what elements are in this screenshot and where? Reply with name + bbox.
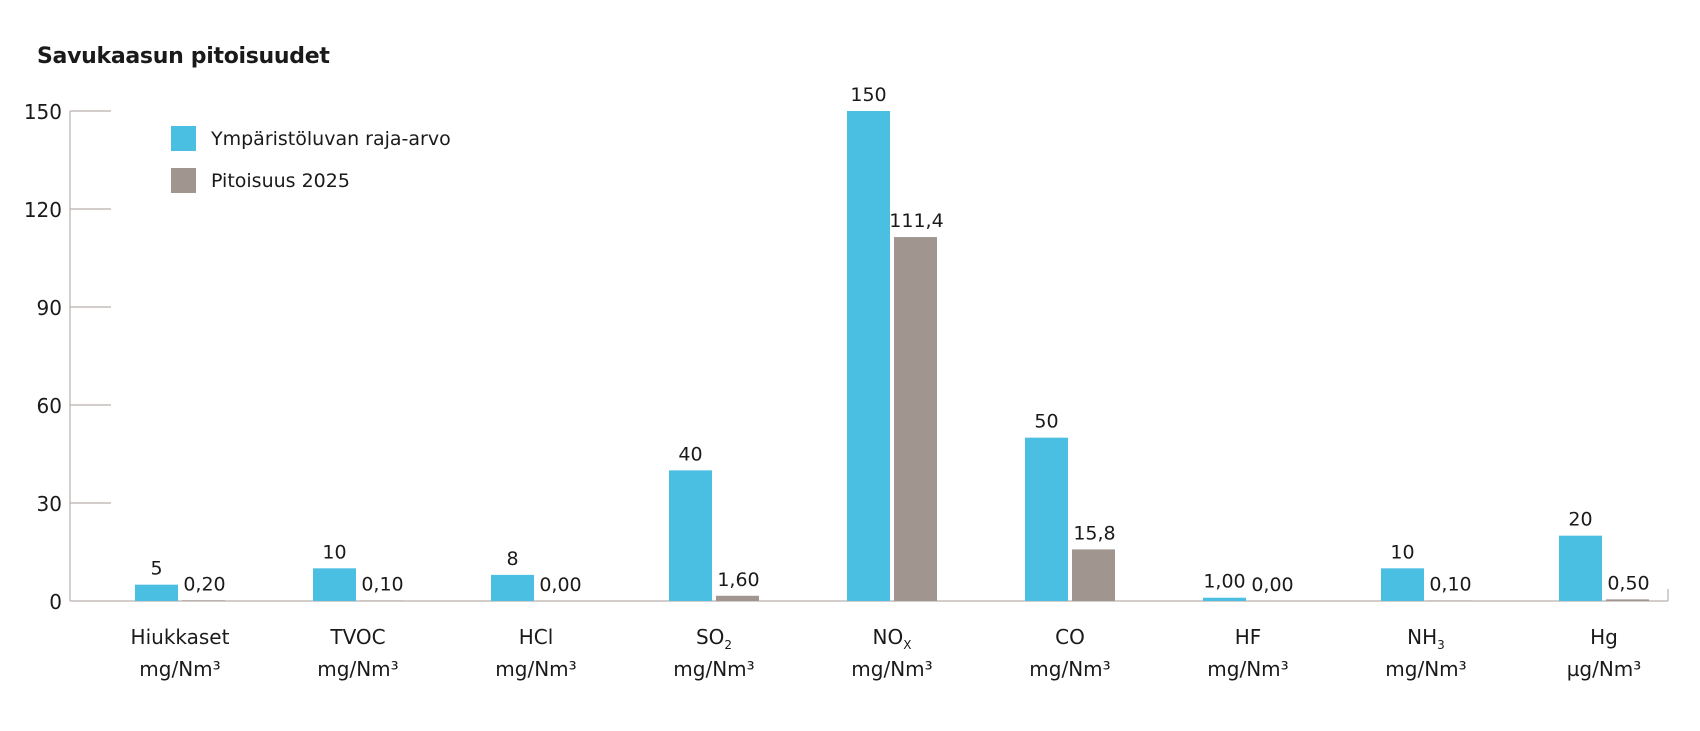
bar-pitoisuus <box>1606 599 1649 601</box>
category-label: Hg <box>1590 625 1618 649</box>
value-label-raja-arvo: 5 <box>150 558 162 580</box>
category-label: CO <box>1055 625 1085 649</box>
value-label-pitoisuus: 0,50 <box>1607 572 1649 594</box>
value-label-raja-arvo: 20 <box>1568 509 1592 531</box>
value-label-raja-arvo: 50 <box>1034 411 1058 433</box>
category-label: Hiukkaset <box>131 625 230 649</box>
category-subscript: 2 <box>724 638 732 652</box>
value-label-raja-arvo: 8 <box>506 548 518 570</box>
category-unit-label: mg/Nm³ <box>673 657 754 681</box>
legend-label: Pitoisuus 2025 <box>211 170 350 192</box>
value-label-pitoisuus: 1,60 <box>717 569 759 591</box>
bar-raja-arvo <box>669 470 712 601</box>
bar-pitoisuus <box>182 600 225 601</box>
category-subscript: 3 <box>1437 638 1445 652</box>
bar-raja-arvo <box>1025 437 1068 601</box>
value-label-raja-arvo: 10 <box>322 541 346 563</box>
y-tick-label: 30 <box>37 492 62 516</box>
bar-raja-arvo <box>491 574 534 601</box>
value-label-pitoisuus: 0,10 <box>1429 574 1471 596</box>
bar-raja-arvo <box>1559 535 1602 601</box>
bar-raja-arvo <box>1381 568 1424 601</box>
category-subscript: X <box>903 638 911 652</box>
category-unit-label: mg/Nm³ <box>1029 657 1110 681</box>
legend-label: Ympäristöluvan raja-arvo <box>210 128 451 150</box>
value-label-pitoisuus: 0,20 <box>183 573 225 595</box>
value-label-pitoisuus: 111,4 <box>889 210 943 232</box>
category-label: HCl <box>519 625 554 649</box>
category-unit-label: mg/Nm³ <box>1385 657 1466 681</box>
category-unit-label: mg/Nm³ <box>139 657 220 681</box>
chart-title: Savukaasun pitoisuudet <box>37 44 330 69</box>
bar-pitoisuus <box>894 237 937 602</box>
category-label: SO2 <box>696 625 732 652</box>
y-tick-label: 120 <box>24 198 62 222</box>
category-unit-label: mg/Nm³ <box>1207 657 1288 681</box>
value-label-pitoisuus: 15,8 <box>1073 522 1115 544</box>
value-label-pitoisuus: 0,00 <box>1251 574 1293 596</box>
value-label-raja-arvo: 10 <box>1390 541 1414 563</box>
category-label: NOX <box>873 625 912 652</box>
value-label-raja-arvo: 150 <box>850 84 886 106</box>
value-label-raja-arvo: 40 <box>678 443 702 465</box>
category-unit-label: mg/Nm³ <box>317 657 398 681</box>
category-label: NH3 <box>1407 625 1445 652</box>
bar-raja-arvo <box>1203 597 1246 601</box>
category-label: TVOC <box>329 625 385 649</box>
category-unit-label: mg/Nm³ <box>851 657 932 681</box>
bar-raja-arvo <box>135 584 178 601</box>
bar-raja-arvo <box>313 568 356 601</box>
y-tick-label: 0 <box>49 590 62 614</box>
category-unit-label: µg/Nm³ <box>1567 657 1642 681</box>
category-unit-label: mg/Nm³ <box>495 657 576 681</box>
value-label-pitoisuus: 0,00 <box>539 574 581 596</box>
value-label-pitoisuus: 0,10 <box>361 574 403 596</box>
bar-raja-arvo <box>847 111 890 601</box>
y-tick-label: 150 <box>24 100 62 124</box>
legend-swatch <box>171 168 196 193</box>
legend-swatch <box>171 126 196 151</box>
bar-pitoisuus <box>716 595 759 601</box>
y-tick-label: 90 <box>37 296 62 320</box>
value-label-raja-arvo: 1,00 <box>1203 571 1245 593</box>
category-label: HF <box>1235 625 1262 649</box>
bar-pitoisuus <box>1072 549 1115 601</box>
y-tick-label: 60 <box>37 394 62 418</box>
